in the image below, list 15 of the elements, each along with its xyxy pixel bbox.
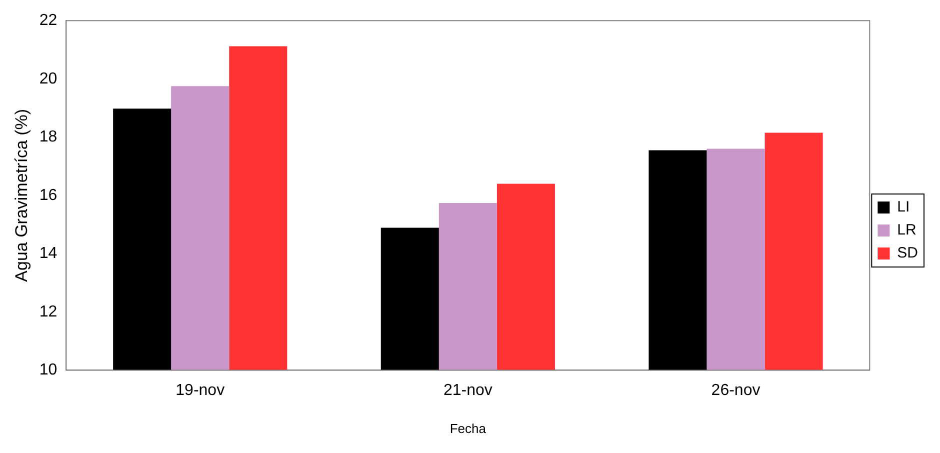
y-tick-label: 18: [39, 128, 58, 146]
y-tick-label: 20: [39, 70, 58, 88]
x-tick-label: 26-nov: [711, 382, 760, 400]
x-tick-label: 19-nov: [176, 382, 225, 400]
x-axis-title: Fecha: [450, 420, 487, 436]
y-tick-label: 22: [39, 12, 58, 30]
y-tick-label: 14: [39, 245, 58, 262]
y-tick-label: 16: [39, 186, 58, 204]
y-tick-label: 12: [39, 303, 58, 320]
legend-label: LR: [897, 222, 917, 239]
legend-label: SD: [897, 244, 918, 262]
y-axis-title: Agua Gravimetríca (%): [12, 108, 31, 282]
x-tick-label: 21-nov: [443, 382, 492, 400]
y-tick-label: 10: [39, 362, 58, 379]
legend-label: LI: [897, 198, 910, 216]
